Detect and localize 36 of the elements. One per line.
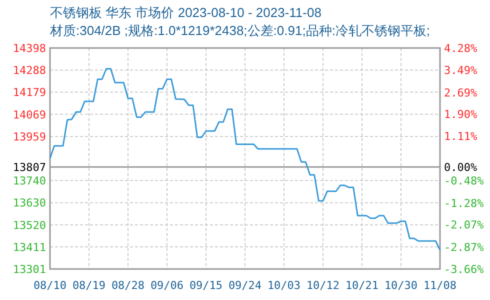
y2-tick-label: 4.28% <box>444 42 478 55</box>
y2-tick-label: 1.11% <box>444 130 478 144</box>
x-tick-label: 08/28 <box>111 279 145 292</box>
y-tick-label: 13807 <box>12 161 46 174</box>
y-tick-label: 13740 <box>12 174 46 188</box>
x-tick-label: 10/30 <box>384 279 418 292</box>
y2-tick-label: -2.87% <box>444 241 484 254</box>
y2-tick-label: -1.28% <box>444 196 484 210</box>
y-tick-label: 13301 <box>12 263 46 276</box>
x-tick-label: 11/08 <box>423 279 457 292</box>
y2-tick-label: -0.48% <box>444 174 484 188</box>
y-tick-label: 14179 <box>12 86 46 100</box>
y2-tick-label: -2.07% <box>444 218 484 232</box>
y2-tick-label: 2.69% <box>444 86 478 100</box>
x-tick-label: 09/06 <box>150 279 184 292</box>
y-tick-label: 13959 <box>12 130 46 144</box>
y2-tick-label: 1.90% <box>444 108 478 122</box>
x-tick-label: 09/24 <box>228 279 262 292</box>
x-tick-label: 10/12 <box>306 279 340 292</box>
y-tick-label: 14069 <box>12 108 46 122</box>
y-tick-label: 13630 <box>12 196 46 210</box>
chart-subtitle: 材质:304/2B ;规格:1.0*1219*2438;公差:0.91;品种:冷轧不锈钢平板; <box>49 23 430 38</box>
x-tick-label: 10/21 <box>345 279 379 292</box>
y-tick-label: 13411 <box>12 240 46 254</box>
x-tick-label: 08/19 <box>72 279 106 292</box>
x-tick-label: 10/03 <box>267 279 301 292</box>
x-tick-label: 08/10 <box>33 279 67 292</box>
y2-tick-label: -3.66% <box>444 263 484 276</box>
y2-tick-label: 3.49% <box>444 64 478 77</box>
y2-tick-label: 0.00% <box>444 161 478 174</box>
y-tick-label: 13520 <box>12 218 46 232</box>
y-tick-label: 14288 <box>12 64 46 78</box>
x-tick-label: 09/15 <box>189 279 223 292</box>
chart-title: 不锈钢板 华东 市场价 2023-08-10 - 2023-11-08 <box>50 5 322 20</box>
line-series <box>49 68 441 251</box>
y-tick-label: 14398 <box>12 42 46 55</box>
